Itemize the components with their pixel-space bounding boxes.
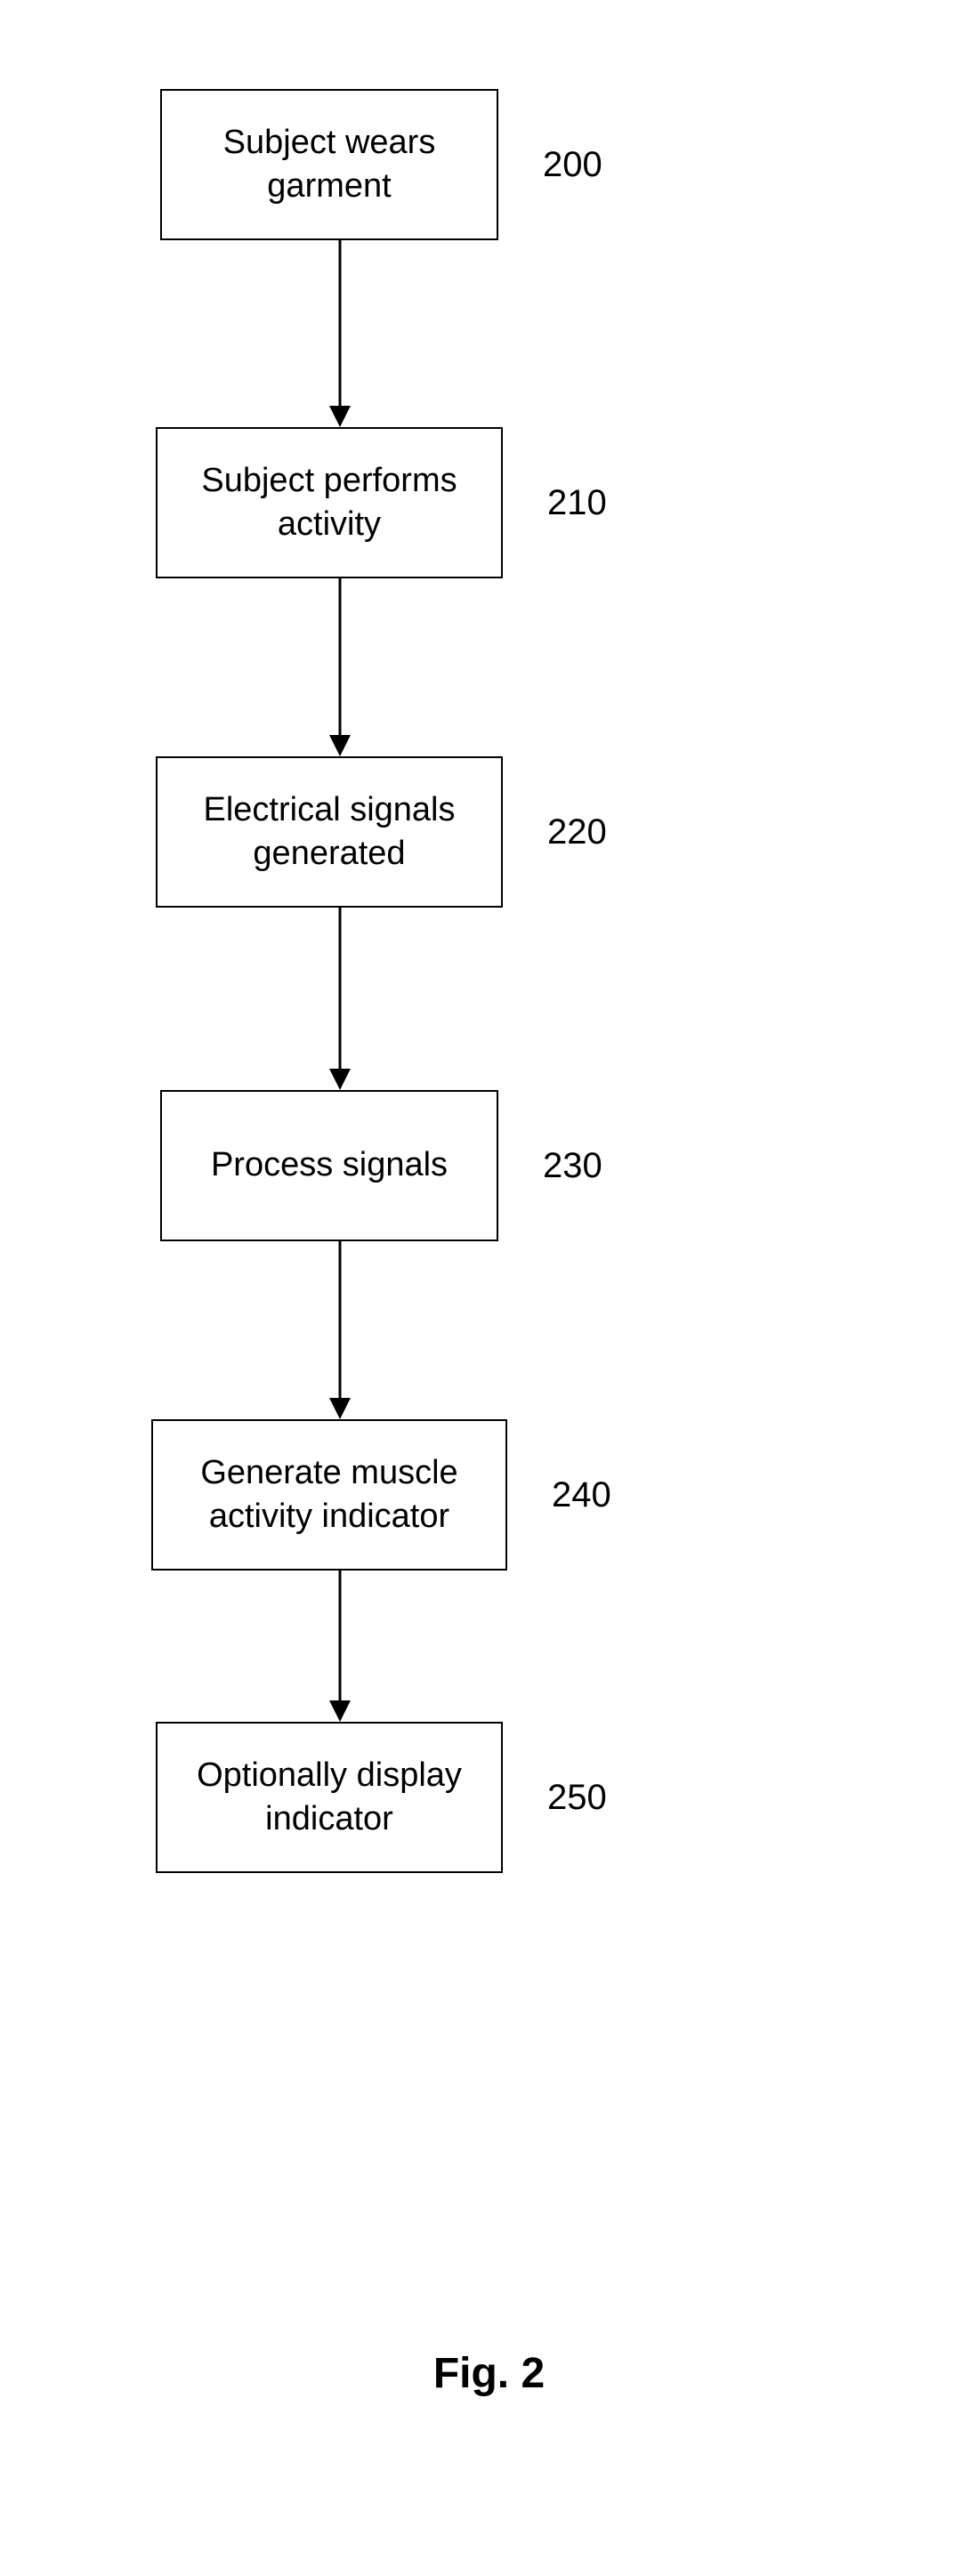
flow-label-n2: 220 — [547, 812, 607, 852]
flow-box-n3: Process signals — [160, 1090, 498, 1241]
flowchart-container: Subject wears garment 200 Subject performs… — [160, 89, 819, 1873]
arrow-n1 — [160, 578, 819, 756]
flow-label-n4: 240 — [552, 1475, 611, 1515]
flow-label-n5: 250 — [547, 1778, 607, 1818]
flow-row-n4: Generate muscle activity indicator240 — [160, 1419, 819, 1571]
arrow-n2 — [160, 908, 819, 1090]
flow-box-n2: Electrical signals generated — [156, 756, 503, 908]
arrow-n4 — [160, 1571, 819, 1722]
flow-label-n1: 210 — [547, 483, 607, 523]
flow-row-n1: Subject performs activity210 — [160, 427, 819, 578]
flow-row-n3: Process signals 230 — [160, 1090, 819, 1241]
flow-label-n3: 230 — [543, 1146, 602, 1186]
figure-caption: Fig. 2 — [0, 2349, 978, 2398]
flow-row-n2: Electrical signals generated220 — [160, 756, 819, 908]
flow-label-n0: 200 — [543, 145, 602, 185]
flow-row-n0: Subject wears garment 200 — [160, 89, 819, 240]
flow-box-n4: Generate muscle activity indicator — [151, 1419, 507, 1571]
arrow-n3 — [160, 1241, 819, 1419]
flow-box-n5: Optionally display indicator — [156, 1722, 503, 1873]
arrow-n0 — [160, 240, 819, 427]
flow-row-n5: Optionally display indicator250 — [160, 1722, 819, 1873]
flow-box-n0: Subject wears garment — [160, 89, 498, 240]
flow-box-n1: Subject performs activity — [156, 427, 503, 578]
